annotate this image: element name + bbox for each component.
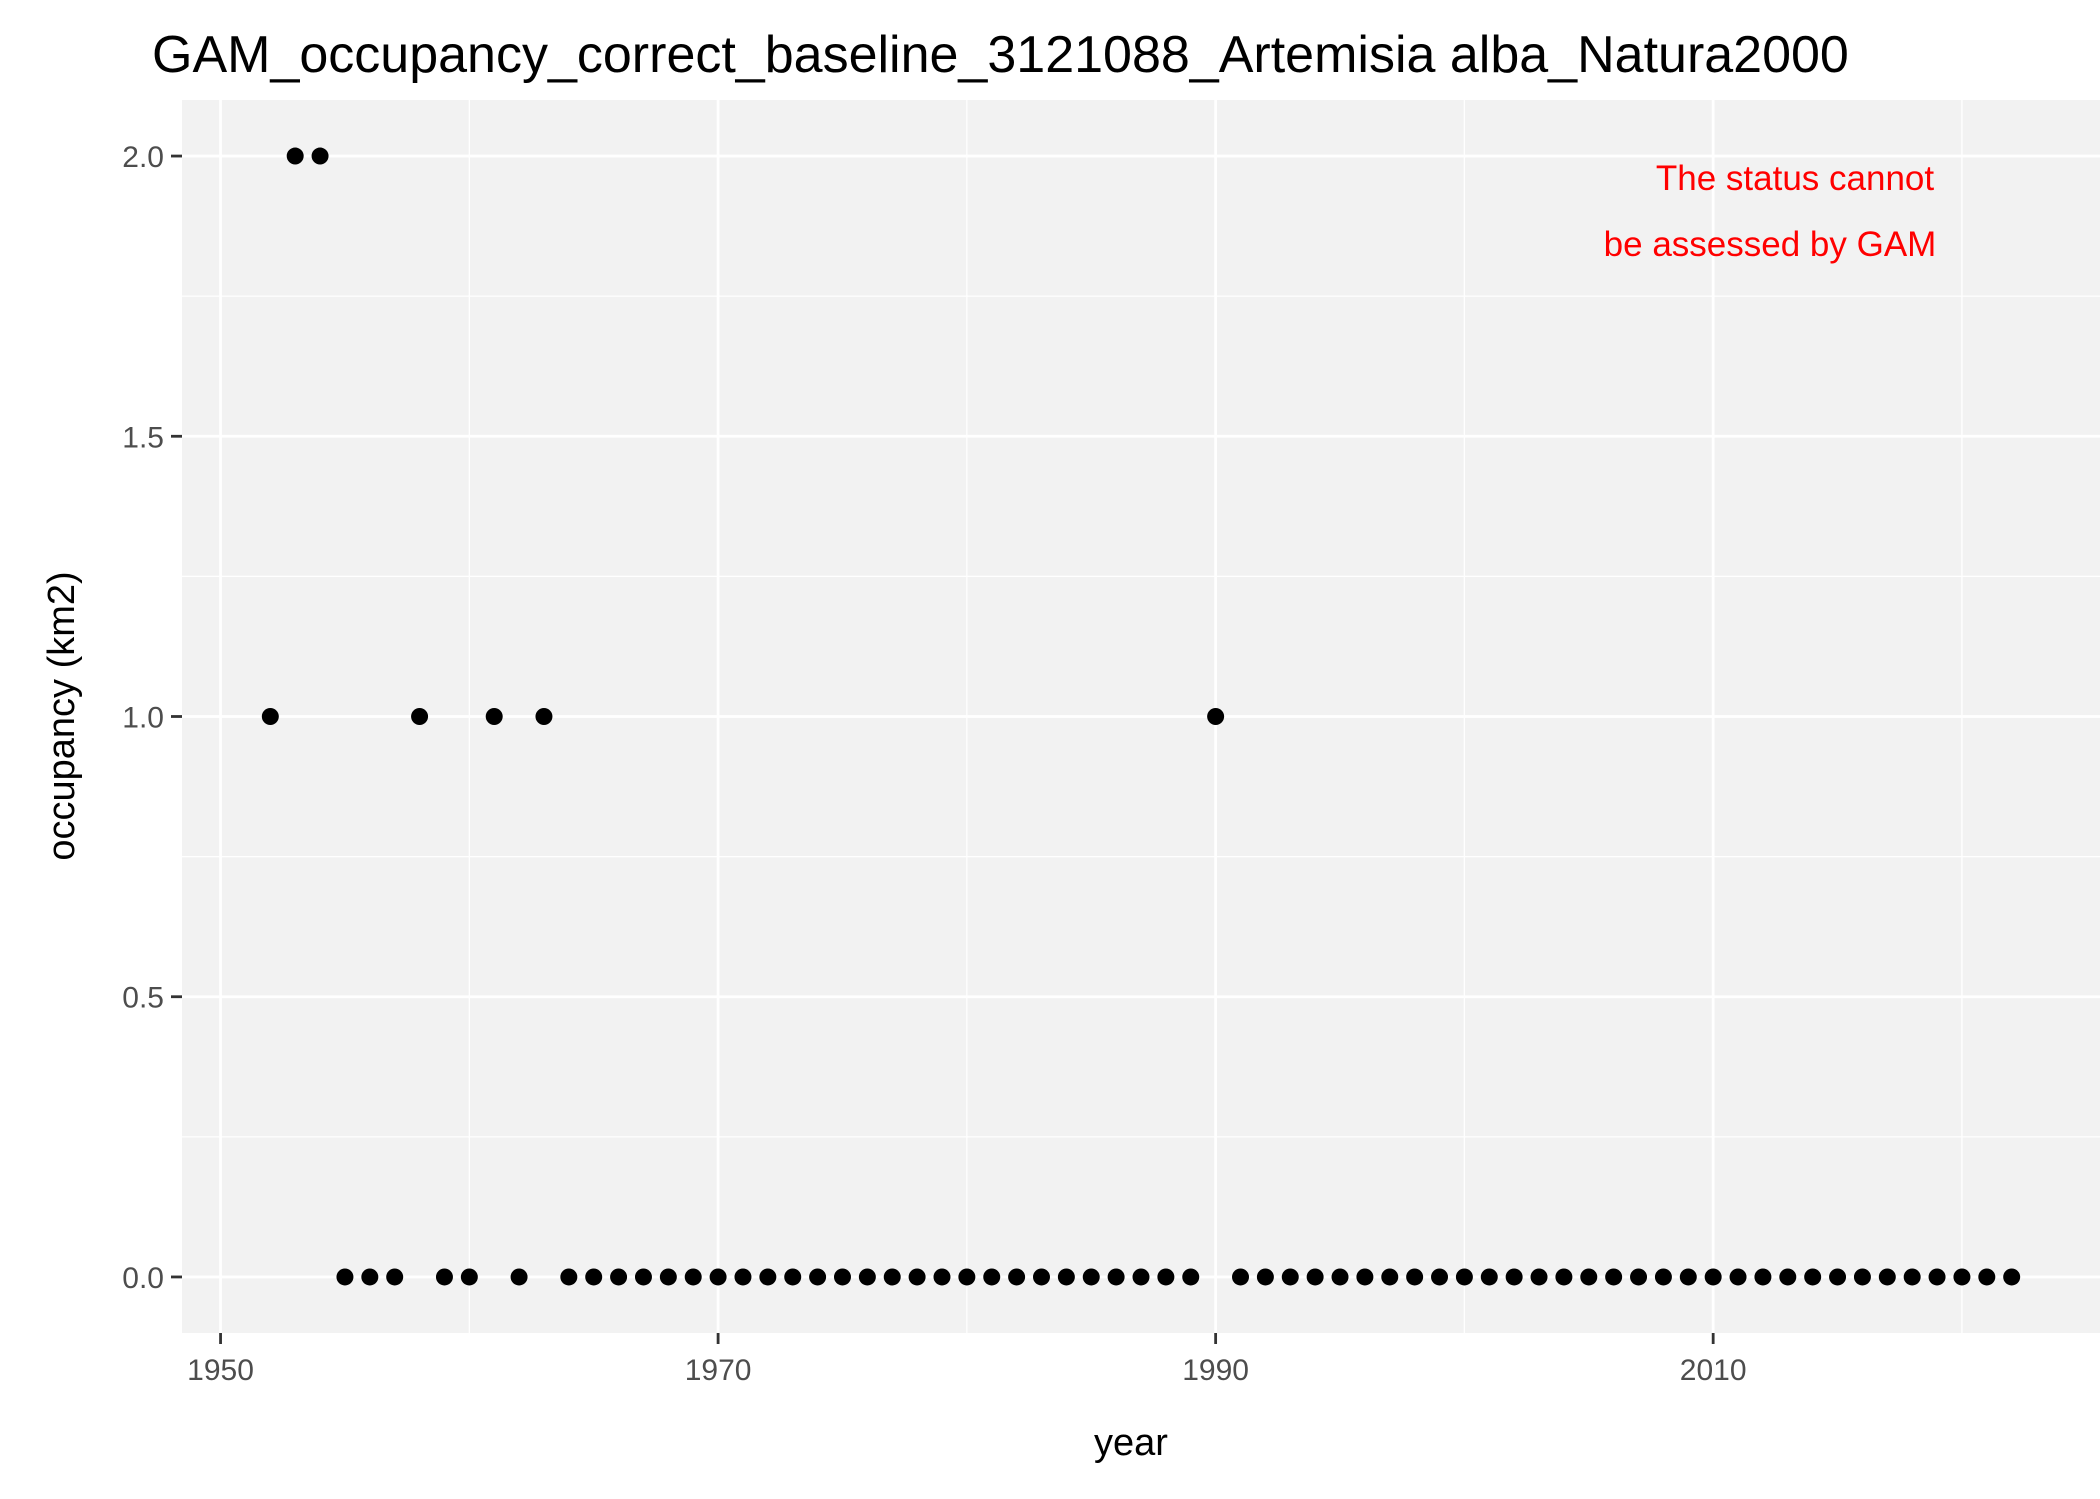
data-point bbox=[1580, 1268, 1598, 1286]
data-point bbox=[1182, 1268, 1200, 1286]
data-point bbox=[1779, 1268, 1797, 1286]
annotation-line-2: be assessed by GAM bbox=[1604, 225, 1937, 264]
data-point bbox=[1008, 1268, 1026, 1286]
data-point bbox=[1207, 708, 1225, 725]
data-point bbox=[883, 1268, 901, 1286]
data-point bbox=[1530, 1268, 1548, 1286]
data-point bbox=[1978, 1268, 1996, 1286]
data-point bbox=[1704, 1268, 1722, 1286]
data-point bbox=[684, 1268, 702, 1286]
data-point bbox=[933, 1268, 951, 1286]
data-point bbox=[659, 1268, 677, 1286]
data-point bbox=[634, 1268, 652, 1286]
data-point bbox=[958, 1268, 976, 1286]
data-point bbox=[1157, 1268, 1175, 1286]
data-points bbox=[261, 147, 2021, 1286]
data-point bbox=[858, 1268, 876, 1286]
data-point bbox=[1480, 1268, 1498, 1286]
y-tick-label: 0.5 bbox=[122, 982, 164, 1015]
x-axis: 1950 1970 1990 2010 bbox=[187, 1333, 1747, 1387]
data-point bbox=[1132, 1268, 1150, 1286]
data-point bbox=[1804, 1268, 1822, 1286]
data-point bbox=[261, 708, 279, 725]
data-point bbox=[1853, 1268, 1871, 1286]
data-point bbox=[1381, 1268, 1399, 1286]
data-point bbox=[361, 1268, 379, 1286]
y-tick-label: 2.0 bbox=[122, 141, 164, 174]
data-point bbox=[510, 1268, 528, 1286]
data-point bbox=[1878, 1268, 1896, 1286]
data-point bbox=[460, 1268, 478, 1286]
x-axis-title: year bbox=[1094, 1422, 1168, 1464]
data-point bbox=[1928, 1268, 1946, 1286]
chart-title: GAM_occupancy_correct_baseline_3121088_A… bbox=[152, 26, 1849, 84]
data-point bbox=[1256, 1268, 1274, 1286]
data-point bbox=[336, 1268, 354, 1286]
data-point bbox=[1232, 1268, 1250, 1286]
data-point bbox=[1903, 1268, 1921, 1286]
data-point bbox=[1057, 1268, 1075, 1286]
x-tick-label: 2010 bbox=[1680, 1354, 1747, 1387]
data-point bbox=[2003, 1268, 2021, 1286]
x-tick-label: 1950 bbox=[187, 1354, 254, 1387]
data-point bbox=[1605, 1268, 1623, 1286]
data-point bbox=[1829, 1268, 1847, 1286]
data-point bbox=[734, 1268, 752, 1286]
data-point bbox=[1406, 1268, 1424, 1286]
y-axis: 0.0 0.5 1.0 1.5 2.0 bbox=[122, 141, 182, 1295]
data-point bbox=[1455, 1268, 1473, 1286]
data-point bbox=[1306, 1268, 1324, 1286]
y-axis-title: occupancy (km2) bbox=[41, 571, 83, 860]
data-point bbox=[610, 1268, 628, 1286]
data-point bbox=[1505, 1268, 1523, 1286]
data-point bbox=[809, 1268, 827, 1286]
data-point bbox=[1654, 1268, 1672, 1286]
data-point bbox=[286, 147, 304, 165]
data-point bbox=[560, 1268, 578, 1286]
data-point bbox=[1082, 1268, 1100, 1286]
data-point bbox=[311, 147, 329, 165]
data-point bbox=[1331, 1268, 1349, 1286]
data-point bbox=[983, 1268, 1001, 1286]
data-point bbox=[1431, 1268, 1449, 1286]
data-point bbox=[1953, 1268, 1971, 1286]
data-point bbox=[435, 1268, 453, 1286]
y-tick-label: 1.0 bbox=[122, 702, 164, 735]
data-point bbox=[1729, 1268, 1747, 1286]
data-point bbox=[1356, 1268, 1374, 1286]
y-tick-label: 0.0 bbox=[122, 1262, 164, 1295]
data-point bbox=[1032, 1268, 1050, 1286]
data-point bbox=[1281, 1268, 1299, 1286]
data-point bbox=[908, 1268, 926, 1286]
data-point bbox=[585, 1268, 603, 1286]
data-point bbox=[411, 708, 429, 725]
data-point bbox=[1555, 1268, 1573, 1286]
data-point bbox=[759, 1268, 777, 1286]
x-tick-label: 1990 bbox=[1182, 1354, 1249, 1387]
data-point bbox=[833, 1268, 851, 1286]
y-tick-label: 1.5 bbox=[122, 421, 164, 454]
data-point bbox=[535, 708, 553, 725]
annotation-line-1: The status cannot bbox=[1656, 159, 1934, 198]
data-point bbox=[784, 1268, 802, 1286]
data-point bbox=[709, 1268, 727, 1286]
data-point bbox=[1679, 1268, 1697, 1286]
data-point bbox=[1107, 1268, 1125, 1286]
x-tick-label: 1970 bbox=[685, 1354, 752, 1387]
data-point bbox=[386, 1268, 404, 1286]
data-point bbox=[1630, 1268, 1648, 1286]
data-point bbox=[1754, 1268, 1772, 1286]
data-point bbox=[485, 708, 503, 725]
